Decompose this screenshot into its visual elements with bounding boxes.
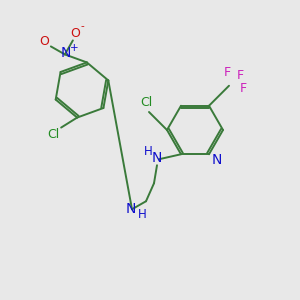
Text: O: O [39,35,49,48]
Text: N: N [61,46,71,60]
Text: +: + [70,44,78,53]
Text: F: F [239,82,247,95]
Text: F: F [236,69,244,82]
Text: -: - [81,21,85,32]
Text: N: N [152,151,162,165]
Text: H: H [144,145,152,158]
Text: Cl: Cl [47,128,59,141]
Text: O: O [70,27,80,40]
Text: F: F [224,66,231,79]
Text: Cl: Cl [140,97,152,110]
Text: H: H [138,208,146,221]
Text: N: N [126,202,136,216]
Text: N: N [212,153,222,167]
